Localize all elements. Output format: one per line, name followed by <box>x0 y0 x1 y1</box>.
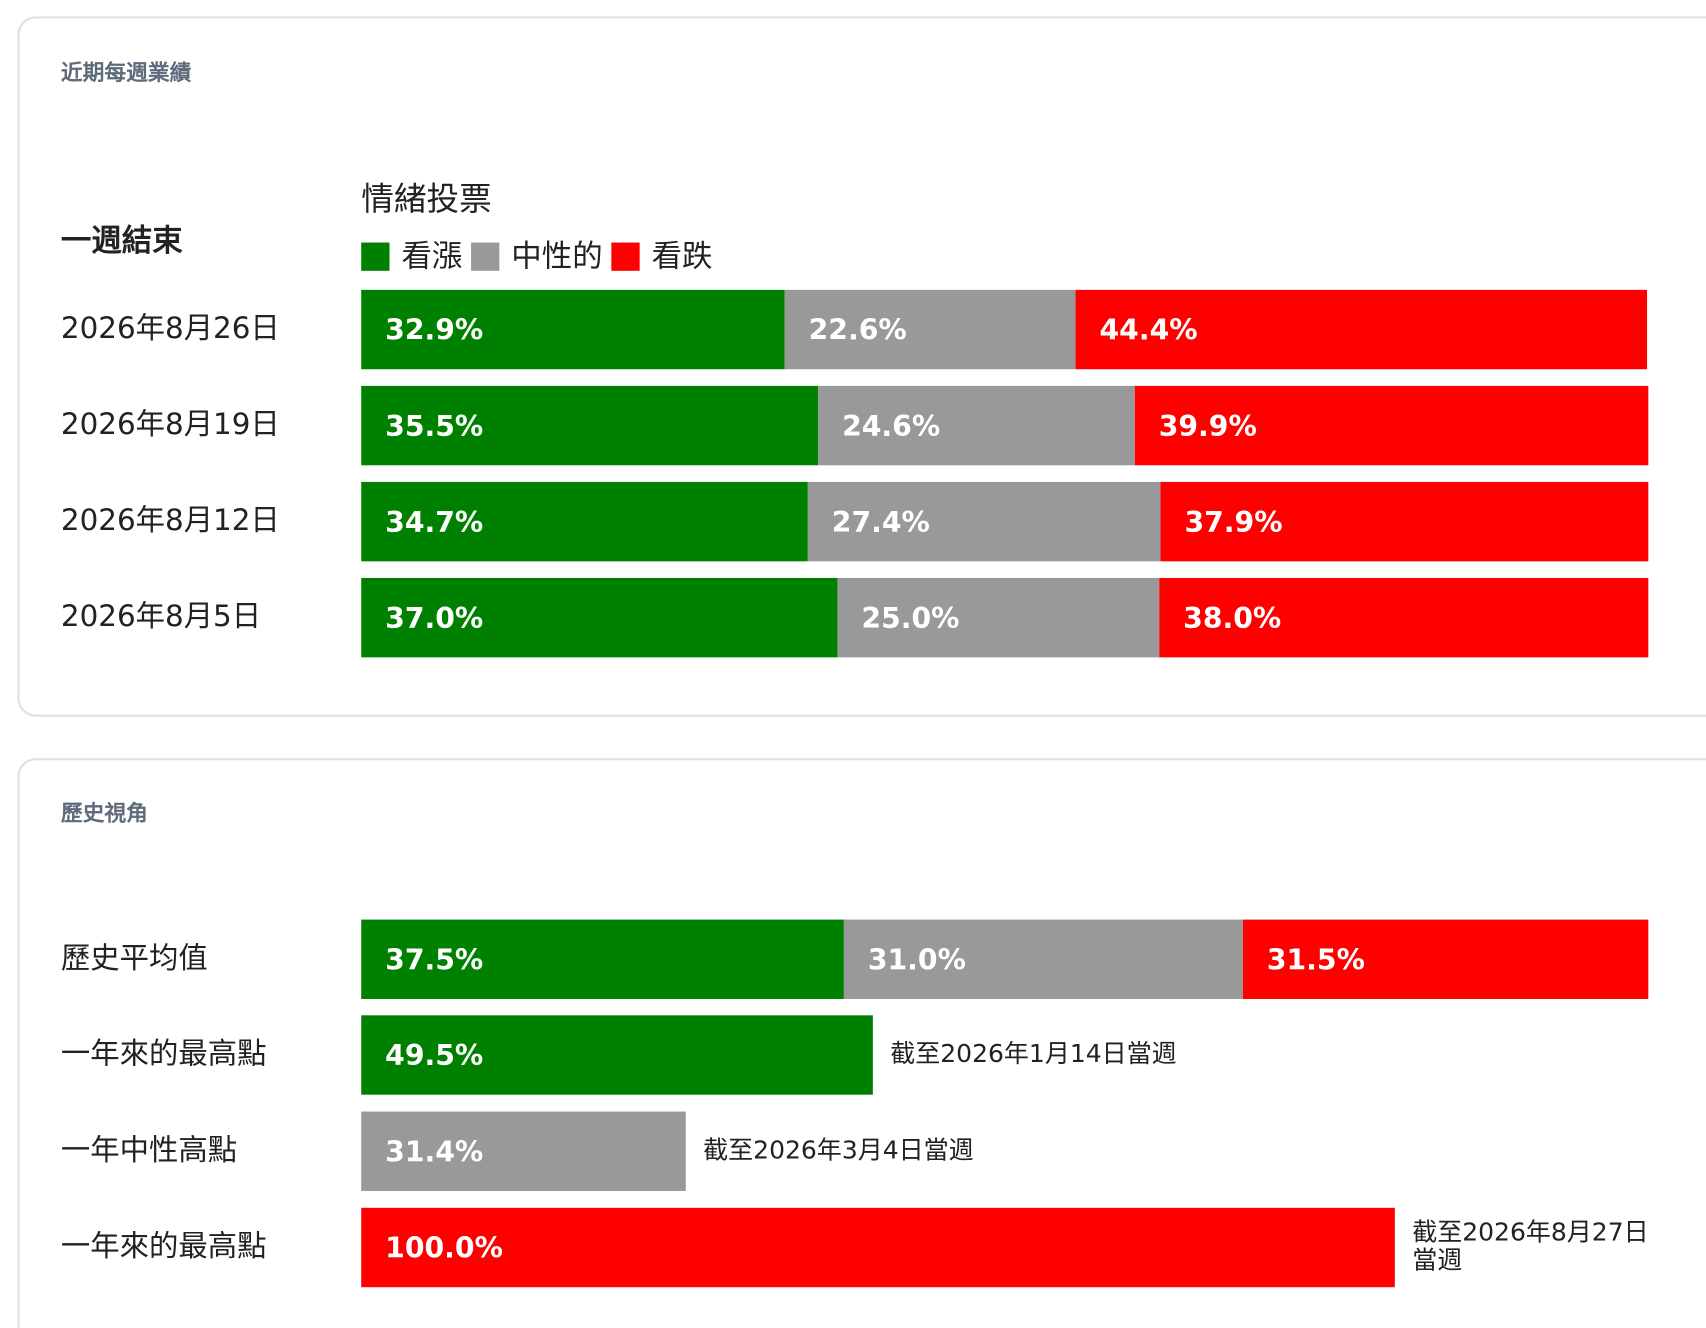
row-label: 一年來的最高點 <box>61 1229 267 1263</box>
legend-swatch <box>471 242 500 271</box>
note: 截至2026年1月14日當週 <box>890 1039 1176 1068</box>
bar-segment <box>784 289 1076 370</box>
bar-value-label: 25.0% <box>861 602 959 635</box>
bar <box>361 1207 1395 1288</box>
section-title: 歷史視角 <box>61 801 148 827</box>
bar-value-label: 31.4% <box>385 1135 483 1168</box>
bar-segment <box>1160 481 1649 562</box>
bar-value-label: 22.6% <box>809 314 907 347</box>
bar-segment <box>843 919 1243 999</box>
bar-segment <box>837 577 1160 658</box>
bar-segment <box>361 289 785 370</box>
bar-segment <box>1242 919 1649 999</box>
legend-label: 看漲 <box>401 239 462 274</box>
bar-segment <box>1075 289 1648 370</box>
note: 截至2026年3月4日當週 <box>703 1135 973 1164</box>
bar-value-label: 24.6% <box>842 410 940 443</box>
row-header: 一週結束 <box>61 224 183 259</box>
row-label: 一年中性高點 <box>61 1133 237 1167</box>
bar-value-label: 31.5% <box>1267 943 1365 976</box>
bar-value-label: 34.7% <box>385 506 483 539</box>
row-label: 一年來的最高點 <box>61 1037 267 1071</box>
bar-value-label: 35.5% <box>385 410 483 443</box>
bar-value-label: 37.9% <box>1184 506 1282 539</box>
bar-value-label: 27.4% <box>832 506 930 539</box>
note: 截至2026年8月27日當週 <box>1412 1217 1648 1274</box>
bar-value-label: 32.9% <box>385 314 483 347</box>
bar-value-label: 49.5% <box>385 1039 483 1072</box>
bar-segment <box>807 481 1161 562</box>
row-label: 2026年8月5日 <box>61 599 261 633</box>
bar-segment <box>1134 385 1649 466</box>
bar <box>361 1111 686 1191</box>
row-label: 歷史平均值 <box>61 941 208 975</box>
bar-segment <box>1159 577 1649 658</box>
section-title: 近期每週業績 <box>61 60 192 86</box>
bar-segment <box>361 481 808 562</box>
legend-label: 中性的 <box>511 239 602 274</box>
bar-segment <box>361 919 844 999</box>
bar-value-label: 37.0% <box>385 602 483 635</box>
legend-label: 看跌 <box>652 239 713 274</box>
bar-segment <box>818 385 1135 466</box>
bar <box>361 1015 873 1095</box>
legend-swatch <box>611 242 640 271</box>
bar-segment <box>361 385 819 466</box>
row-label: 2026年8月26日 <box>61 311 280 345</box>
bar-value-label: 100.0% <box>385 1232 503 1265</box>
row-label: 2026年8月19日 <box>61 407 280 441</box>
legend-title: 情緒投票 <box>361 180 492 218</box>
bar-segment <box>361 577 838 658</box>
row-label: 2026年8月12日 <box>61 503 280 537</box>
bar-value-label: 39.9% <box>1159 410 1257 443</box>
bar-value-label: 38.0% <box>1183 602 1281 635</box>
bar-value-label: 37.5% <box>385 943 483 976</box>
bar-value-label: 31.0% <box>868 943 966 976</box>
legend-swatch <box>361 242 390 271</box>
bar-value-label: 44.4% <box>1100 314 1198 347</box>
